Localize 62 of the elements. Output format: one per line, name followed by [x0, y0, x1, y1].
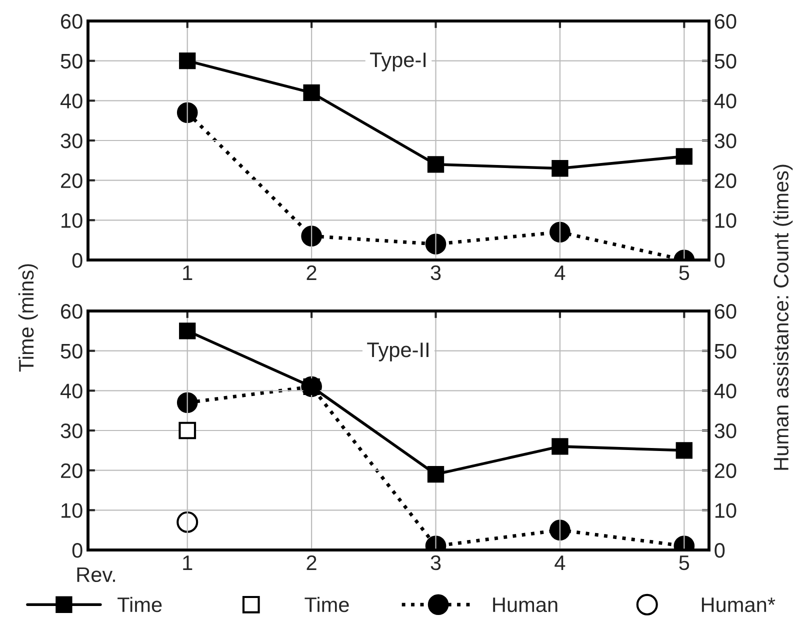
- y-tick-label: 60: [61, 304, 82, 319]
- annotation: Type-I: [370, 52, 426, 72]
- y-tick-label: 40: [60, 94, 82, 108]
- y-tick-label: 50: [60, 344, 82, 359]
- y2-tick-label: 0: [714, 253, 725, 268]
- x-tick-label: 4: [554, 266, 566, 280]
- y-tick-label: 20: [61, 173, 82, 188]
- legend-label: Human*: [702, 598, 776, 612]
- point: [176, 102, 198, 124]
- legend-label: Time: [118, 596, 162, 612]
- y-tick-label: 10: [62, 213, 82, 228]
- point: [427, 466, 444, 483]
- point: [179, 322, 196, 340]
- point: [178, 422, 196, 440]
- point: [676, 442, 692, 459]
- y2-tick-label: 10: [715, 503, 736, 518]
- y-tick-label: 20: [61, 463, 82, 478]
- point: [550, 222, 570, 243]
- y2-axis-title: Human assistance: Count (times): [773, 164, 793, 470]
- y2-tick-label: 40: [714, 384, 736, 398]
- y2-tick-label: 30: [714, 424, 736, 438]
- y-tick-label: 0: [72, 253, 82, 268]
- x-tick-label: 5: [679, 556, 690, 570]
- x-tick-label: 5: [679, 266, 690, 280]
- y2-tick-label: 20: [714, 463, 736, 478]
- legend-label: Human: [493, 598, 558, 612]
- x-tick-label: 3: [430, 555, 441, 570]
- y-axis-title: Time (mins): [18, 264, 38, 372]
- y-tick-label: 50: [60, 54, 82, 69]
- y2-tick-label: 50: [714, 344, 736, 359]
- point: [676, 148, 692, 165]
- y2-tick-label: 30: [714, 134, 736, 148]
- y2-tick-label: 60: [714, 304, 736, 319]
- y2-tick-label: 50: [714, 54, 736, 69]
- y2-tick-label: 10: [715, 213, 736, 228]
- point: [176, 392, 198, 414]
- y2-tick-label: 20: [714, 173, 736, 188]
- y2-tick-label: 60: [714, 14, 736, 29]
- point: [427, 156, 444, 173]
- point: [179, 52, 196, 70]
- point: [552, 160, 568, 177]
- y-tick-label: 60: [61, 14, 82, 29]
- point: [301, 226, 322, 247]
- x-axis-title: Rev.: [77, 567, 115, 582]
- x-tick-label: 2: [306, 265, 316, 280]
- y-tick-label: 30: [60, 134, 82, 148]
- x-tick-label: 1: [183, 266, 192, 280]
- x-tick-label: 3: [430, 265, 441, 280]
- x-tick-label: 2: [306, 555, 316, 570]
- y2-tick-label: 0: [714, 543, 725, 558]
- point: [425, 234, 446, 254]
- point: [552, 438, 568, 455]
- y-tick-label: 10: [62, 503, 82, 518]
- y2-tick-label: 40: [714, 94, 736, 108]
- annotation: Type-II: [367, 342, 428, 362]
- x-tick-label: 1: [183, 556, 192, 570]
- y-tick-label: 0: [72, 543, 82, 558]
- legend-label: Time: [304, 596, 349, 612]
- x-tick-label: 4: [554, 556, 566, 570]
- point: [303, 84, 320, 102]
- y-tick-label: 30: [60, 424, 82, 438]
- y-tick-label: 40: [60, 384, 82, 398]
